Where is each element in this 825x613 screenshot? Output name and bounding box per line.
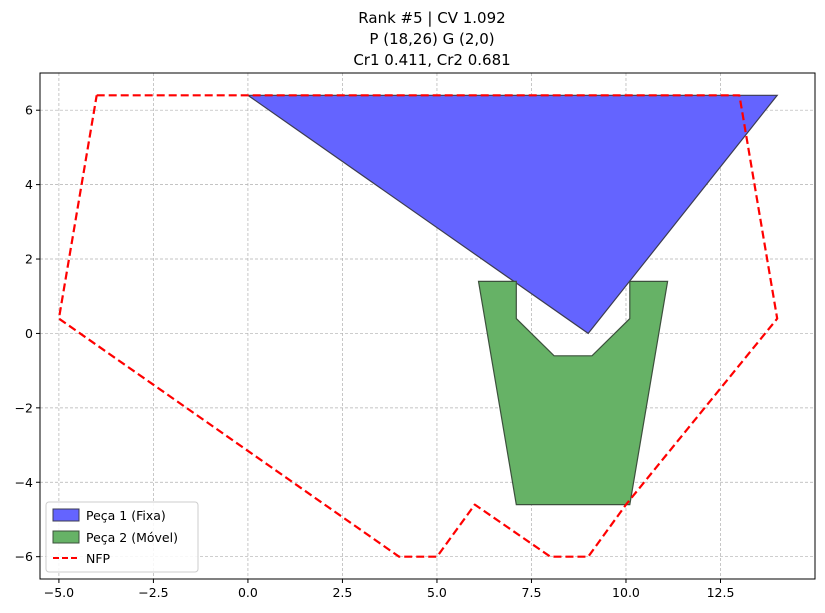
legend-label-nfp: NFP	[86, 551, 111, 566]
x-tick-label: 12.5	[707, 585, 735, 600]
legend-swatch-peca-1	[52, 508, 80, 522]
legend-swatch-peca-2	[52, 530, 80, 544]
x-tick-label: −5.0	[44, 585, 74, 600]
nfp-line	[57, 94, 779, 558]
y-tick-label: −6	[15, 549, 33, 564]
x-tick-label: 10.0	[612, 585, 640, 600]
title-line-2: P (18,26) G (2,0)	[369, 30, 494, 48]
y-tick-label: 2	[25, 252, 33, 267]
x-tick-label: 2.5	[332, 585, 352, 600]
x-tick-label: 7.5	[522, 585, 542, 600]
legend: Peça 1 (Fixa) Peça 2 (Móvel) NFP	[45, 501, 199, 573]
legend-box	[45, 501, 199, 573]
plot-data	[57, 94, 779, 558]
title-line-3: Cr1 0.411, Cr2 0.681	[353, 51, 510, 69]
polygon-peca-2-movel	[477, 280, 669, 506]
chart-title: Rank #5 | CV 1.092 P (18,26) G (2,0) Cr1…	[353, 9, 510, 69]
x-tick-label: 0.0	[238, 585, 258, 600]
x-tick-label: −2.5	[138, 585, 168, 600]
legend-label-peca-1: Peça 1 (Fixa)	[86, 508, 166, 523]
plot-frame	[39, 72, 816, 580]
title-line-1: Rank #5 | CV 1.092	[358, 9, 505, 27]
legend-label-peca-2: Peça 2 (Móvel)	[86, 530, 178, 545]
y-tick-label: −4	[15, 475, 33, 490]
y-tick-label: 6	[25, 103, 33, 118]
y-tick-label: 4	[25, 177, 33, 192]
y-tick-label: 0	[25, 326, 33, 341]
axis-ticks: −5.0 −2.5 0.0 2.5 5.0 7.5 10.0 12.5 −6 −4 −2 0 2 4 6	[15, 103, 735, 600]
y-tick-label: −2	[15, 400, 33, 415]
x-tick-label: 5.0	[427, 585, 447, 600]
